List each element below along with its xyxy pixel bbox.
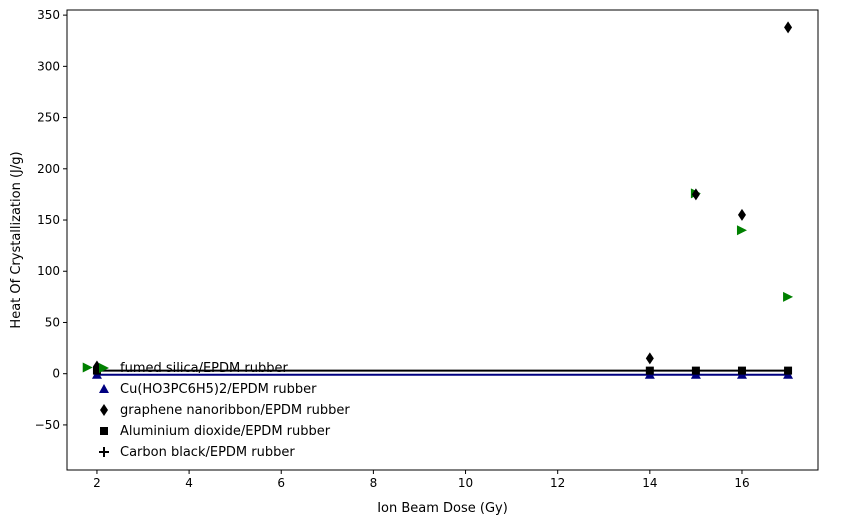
y-tick-label: 200: [37, 162, 60, 176]
y-axis: −50 0 50 100 150 200 250 300 350: [35, 8, 67, 432]
y-tick-label: 300: [37, 59, 60, 73]
y-tick-label: 100: [37, 264, 60, 278]
legend-marker: [99, 384, 109, 393]
y-tick-label: 150: [37, 213, 60, 227]
y-tick-label: 50: [45, 315, 60, 329]
data-point: [691, 366, 700, 375]
legend: fumed silica/EPDM rubber Cu(HO3PC6H5)2/EP…: [99, 361, 350, 460]
y-tick-label: 350: [37, 8, 60, 22]
data-markers: [82, 21, 794, 379]
data-point: [737, 366, 746, 375]
y-tick-label: 250: [37, 111, 60, 125]
data-point: [736, 225, 747, 236]
legend-marker: [99, 363, 109, 373]
x-tick-label: 6: [277, 476, 285, 490]
legend-label: graphene nanoribbon/EPDM rubber: [120, 403, 350, 418]
x-tick-label: 12: [550, 476, 565, 490]
x-tick-label: 14: [642, 476, 657, 490]
data-point: [82, 362, 93, 373]
data-point: [691, 188, 700, 201]
y-axis-label: Heat Of Crystallization (J/g): [9, 151, 24, 328]
data-point: [784, 366, 793, 375]
legend-marker: [100, 427, 108, 435]
y-tick-label: −50: [35, 418, 60, 432]
legend-marker: [100, 404, 108, 416]
legend-label: Cu(HO3PC6H5)2/EPDM rubber: [120, 382, 317, 397]
plot-frame: [66, 9, 819, 471]
legend-label: Aluminium dioxide/EPDM rubber: [120, 424, 331, 439]
data-point: [645, 352, 654, 365]
x-tick-label: 10: [458, 476, 473, 490]
y-tick-label: 0: [52, 367, 60, 381]
x-tick-label: 8: [370, 476, 378, 490]
x-axis-label: Ion Beam Dose (Gy): [377, 501, 508, 516]
x-tick-label: 4: [185, 476, 193, 490]
x-axis: 2 4 6 8 10 12 14 16: [93, 470, 750, 490]
data-point: [784, 21, 793, 34]
legend-label: fumed silica/EPDM rubber: [120, 361, 288, 376]
data-point: [645, 366, 654, 375]
data-point: [92, 366, 101, 375]
legend-marker: [99, 447, 109, 457]
data-point: [783, 291, 794, 302]
x-tick-label: 16: [734, 476, 749, 490]
fit-lines: [96, 369, 789, 376]
data-point: [737, 208, 746, 221]
legend-label: Carbon black/EPDM rubber: [120, 445, 295, 460]
x-tick-label: 2: [93, 476, 101, 490]
